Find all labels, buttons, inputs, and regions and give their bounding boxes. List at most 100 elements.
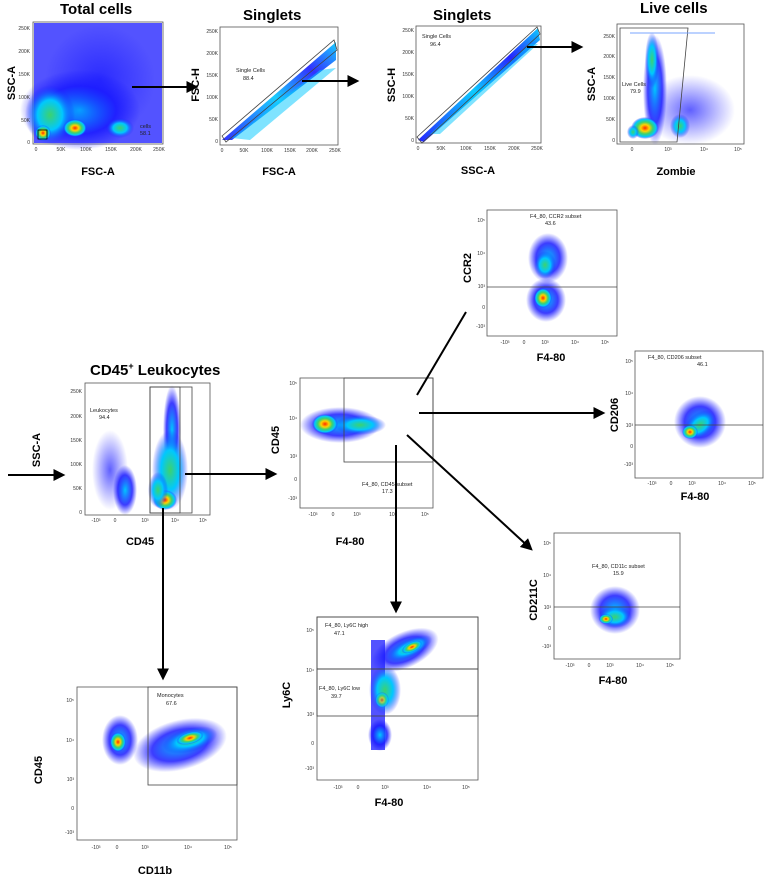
plot-frame (299, 377, 434, 509)
svg-text:-10³: -10³ (334, 785, 343, 791)
gate-value: 43.6 (545, 221, 556, 227)
x-ticks: -10³ 0 10³ 10⁴ 10⁵ (648, 481, 756, 487)
y-axis-label: CD206 (609, 398, 621, 432)
svg-text:-10³: -10³ (501, 340, 510, 346)
svg-text:10⁴: 10⁴ (423, 785, 431, 791)
density-cloud (368, 627, 439, 751)
gate-value: 94.4 (99, 415, 110, 421)
svg-text:50K: 50K (73, 486, 83, 492)
x-axis-label: SSC-A (461, 165, 495, 177)
density-cloud (300, 407, 386, 443)
singlets-gate (416, 26, 541, 144)
gate-name: cells (140, 124, 151, 130)
panel-ly6c: F4_80, Ly6C high 47.1 F4_80, Ly6C low 39… (281, 616, 479, 809)
svg-text:10⁴: 10⁴ (625, 391, 633, 397)
x-ticks: -10³ 0 10³ 10⁴ 10⁵ (501, 340, 609, 346)
svg-text:10⁴: 10⁴ (636, 663, 644, 669)
density-cloud (590, 586, 640, 634)
svg-text:-10³: -10³ (305, 766, 314, 772)
gate-name: Monocytes (157, 693, 184, 699)
svg-text:200K: 200K (130, 147, 142, 153)
singlets-gate (221, 39, 338, 143)
svg-text:10⁴: 10⁴ (718, 481, 726, 487)
y-ticks: 250K 200K 150K 100K 50K 0 (18, 26, 30, 146)
svg-text:0: 0 (215, 139, 218, 145)
y-ticks: 250K 200K 150K 100K 50K 0 (70, 389, 82, 516)
svg-text:250K: 250K (153, 147, 165, 153)
svg-text:10⁵: 10⁵ (625, 359, 633, 365)
svg-text:200K: 200K (402, 50, 414, 56)
svg-text:10⁴: 10⁴ (306, 668, 314, 674)
gate-name: Single Cells (236, 68, 265, 74)
svg-text:10³: 10³ (307, 712, 315, 718)
svg-text:0: 0 (417, 146, 420, 152)
svg-text:10⁵: 10⁵ (66, 698, 74, 704)
svg-text:100K: 100K (603, 96, 615, 102)
svg-text:10⁵: 10⁵ (306, 628, 314, 634)
svg-text:0: 0 (116, 845, 119, 851)
leukocytes-subgate (149, 386, 181, 514)
svg-text:0: 0 (548, 626, 551, 632)
svg-text:0: 0 (35, 147, 38, 153)
svg-text:10⁵: 10⁵ (477, 218, 485, 224)
svg-text:10⁵: 10⁵ (666, 663, 674, 669)
svg-text:-10³: -10³ (476, 324, 485, 330)
gate-high-name: F4_80, Ly6C high (325, 623, 368, 629)
gate-value: 67.6 (166, 701, 177, 707)
y-axis-label: CCR2 (462, 253, 474, 283)
svg-text:10⁴: 10⁴ (184, 845, 192, 851)
svg-text:0: 0 (311, 741, 314, 747)
live-gate (619, 27, 689, 143)
x-axis-label: CD45 (126, 536, 154, 548)
svg-text:10³: 10³ (353, 512, 361, 518)
gate-name: F4_80, CD11c subset (592, 564, 645, 570)
svg-text:10⁵: 10⁵ (601, 340, 609, 346)
svg-text:10⁴: 10⁴ (66, 738, 74, 744)
y-ticks: 10⁵ 10⁴ 10³ 0 -10³ (65, 698, 74, 836)
svg-text:50K: 50K (240, 148, 250, 154)
x-ticks: -10³ 0 10³ 10⁴ 10⁵ (92, 845, 232, 851)
svg-text:0: 0 (588, 663, 591, 669)
svg-text:100K: 100K (70, 462, 82, 468)
svg-text:-10³: -10³ (566, 663, 575, 669)
panel-cd206: F4_80, CD206 subset 46.1 10⁵ 10⁴ 10³ 0 -… (609, 350, 764, 503)
svg-text:-10³: -10³ (542, 644, 551, 650)
y-ticks: 250K 200K 150K 100K 50K 0 (402, 28, 414, 144)
svg-text:0: 0 (27, 140, 30, 146)
x-axis-label: CD11b (138, 865, 173, 877)
panel-singlets-ssc: Singlets Single Cells 96.4 250K 200K 150… (386, 7, 543, 177)
gate-value: 96.4 (430, 42, 441, 48)
panel-ccr2: F4_80, CCR2 subset 43.6 10⁵ 10⁴ 10³ 0 -1… (462, 209, 618, 364)
svg-text:50K: 50K (21, 118, 31, 124)
y-ticks: 10⁵ 10⁴ 10³ 0 -10³ (624, 359, 633, 468)
x-axis-label: FSC-A (262, 166, 296, 178)
svg-text:10⁵: 10⁵ (748, 481, 756, 487)
panel-cd45-leukocytes: CD45+ Leukocytes Leukocytes 94.4 250K 20… (31, 361, 220, 548)
svg-text:0: 0 (670, 481, 673, 487)
gate-high-value: 47.1 (334, 631, 345, 637)
y-axis-label: FSC-H (190, 68, 202, 102)
y-ticks: 10⁵ 10⁴ 10³ 0 -10³ (305, 628, 314, 772)
x-ticks: -10³ 0 10³ 10⁴ 10⁵ (566, 663, 674, 669)
svg-text:200K: 200K (508, 146, 520, 152)
gate-name: Leukocytes (90, 408, 118, 414)
svg-text:150K: 150K (284, 148, 296, 154)
svg-text:10⁴: 10⁴ (389, 512, 397, 518)
svg-text:10⁵: 10⁵ (421, 512, 429, 518)
svg-text:100K: 100K (460, 146, 472, 152)
svg-text:10³: 10³ (606, 663, 614, 669)
x-axis-label: F4-80 (375, 797, 404, 809)
y-ticks: 250K 200K 150K 100K 50K 0 (206, 29, 218, 145)
svg-text:10⁵: 10⁵ (289, 381, 297, 387)
svg-text:250K: 250K (531, 146, 543, 152)
svg-text:50K: 50K (405, 116, 415, 122)
svg-text:100K: 100K (206, 95, 218, 101)
svg-text:10³: 10³ (541, 340, 549, 346)
svg-text:0: 0 (631, 147, 634, 153)
svg-text:250K: 250K (70, 389, 82, 395)
svg-text:10⁴: 10⁴ (543, 573, 551, 579)
cells-gate (37, 129, 48, 140)
cd45-subset-gate (343, 377, 434, 463)
svg-text:200K: 200K (603, 54, 615, 60)
x-axis-label: F4-80 (681, 491, 710, 503)
